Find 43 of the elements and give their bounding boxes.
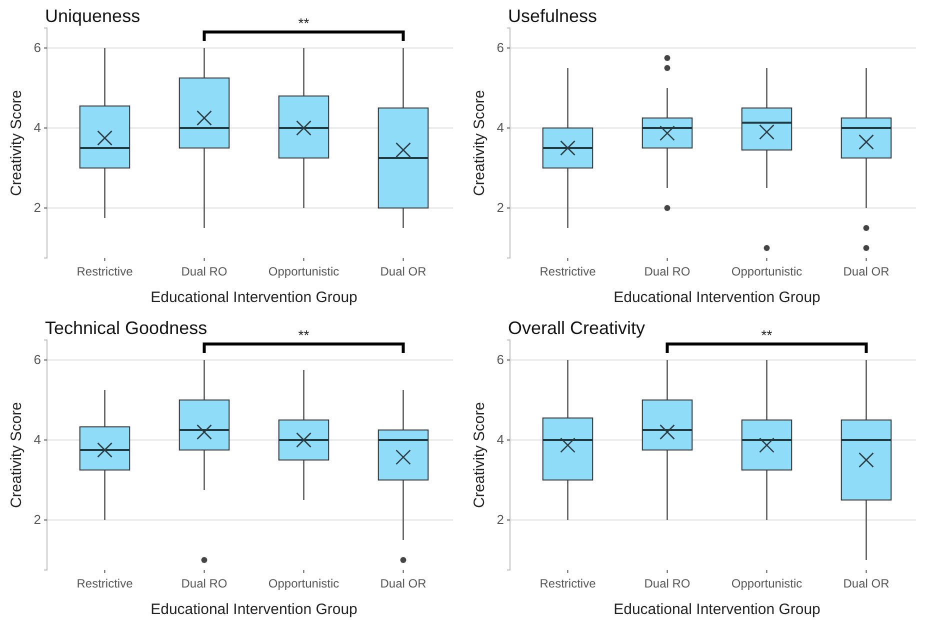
y-tick-label: 4 — [34, 120, 41, 136]
chart-title: Overall Creativity — [508, 318, 646, 338]
chart-title: Uniqueness — [45, 6, 140, 26]
x-tick-label: Dual OR — [843, 576, 890, 591]
annotation: ** — [298, 327, 310, 343]
x-tick-label: Dual RO — [181, 576, 228, 591]
x-axis-title: Educational Intervention Group — [150, 289, 358, 306]
y-tick-label: 6 — [496, 352, 504, 368]
x-tick-label: Dual RO — [644, 576, 690, 591]
x-tick-label: Dual OR — [843, 264, 890, 279]
x-tick-label: Restrictive — [76, 264, 134, 279]
x-tick-label: Opportunistic — [731, 576, 802, 591]
x-axis-title: Educational Intervention Group — [614, 601, 820, 618]
y-tick-label: 2 — [34, 512, 41, 528]
y-axis-title: Creativity Score — [471, 90, 488, 196]
x-tick-label: Opportunistic — [268, 576, 340, 591]
x-tick-label: Restrictive — [76, 576, 134, 591]
y-tick-label: 2 — [496, 512, 504, 528]
y-tick-label: 4 — [496, 120, 504, 136]
x-axis-title: Educational Intervention Group — [150, 601, 358, 618]
y-tick-label: 2 — [496, 200, 504, 216]
annotation: ** — [761, 327, 773, 343]
y-tick-label: 6 — [496, 40, 504, 56]
y-tick-label: 4 — [496, 432, 504, 448]
x-tick-label: Dual RO — [181, 264, 228, 279]
chart-title: Technical Goodness — [45, 318, 208, 338]
x-tick-label: Dual OR — [380, 264, 427, 279]
y-axis-title: Creativity Score — [8, 402, 25, 508]
x-tick-label: Dual RO — [644, 264, 690, 279]
x-tick-label: Dual OR — [380, 576, 427, 591]
y-axis-title: Creativity Score — [471, 402, 488, 508]
x-tick-label: Restrictive — [540, 576, 596, 591]
chart-title: Usefulness — [508, 6, 598, 26]
x-tick-label: Opportunistic — [268, 264, 340, 279]
annotation: ** — [298, 15, 310, 31]
y-tick-label: 6 — [34, 40, 41, 56]
y-tick-label: 2 — [34, 200, 41, 216]
y-tick-label: 4 — [34, 432, 41, 448]
x-tick-label: Opportunistic — [731, 264, 802, 279]
x-tick-label: Restrictive — [540, 264, 596, 279]
x-axis-title: Educational Intervention Group — [614, 289, 820, 306]
y-tick-label: 6 — [34, 352, 41, 368]
y-axis-title: Creativity Score — [8, 90, 25, 196]
